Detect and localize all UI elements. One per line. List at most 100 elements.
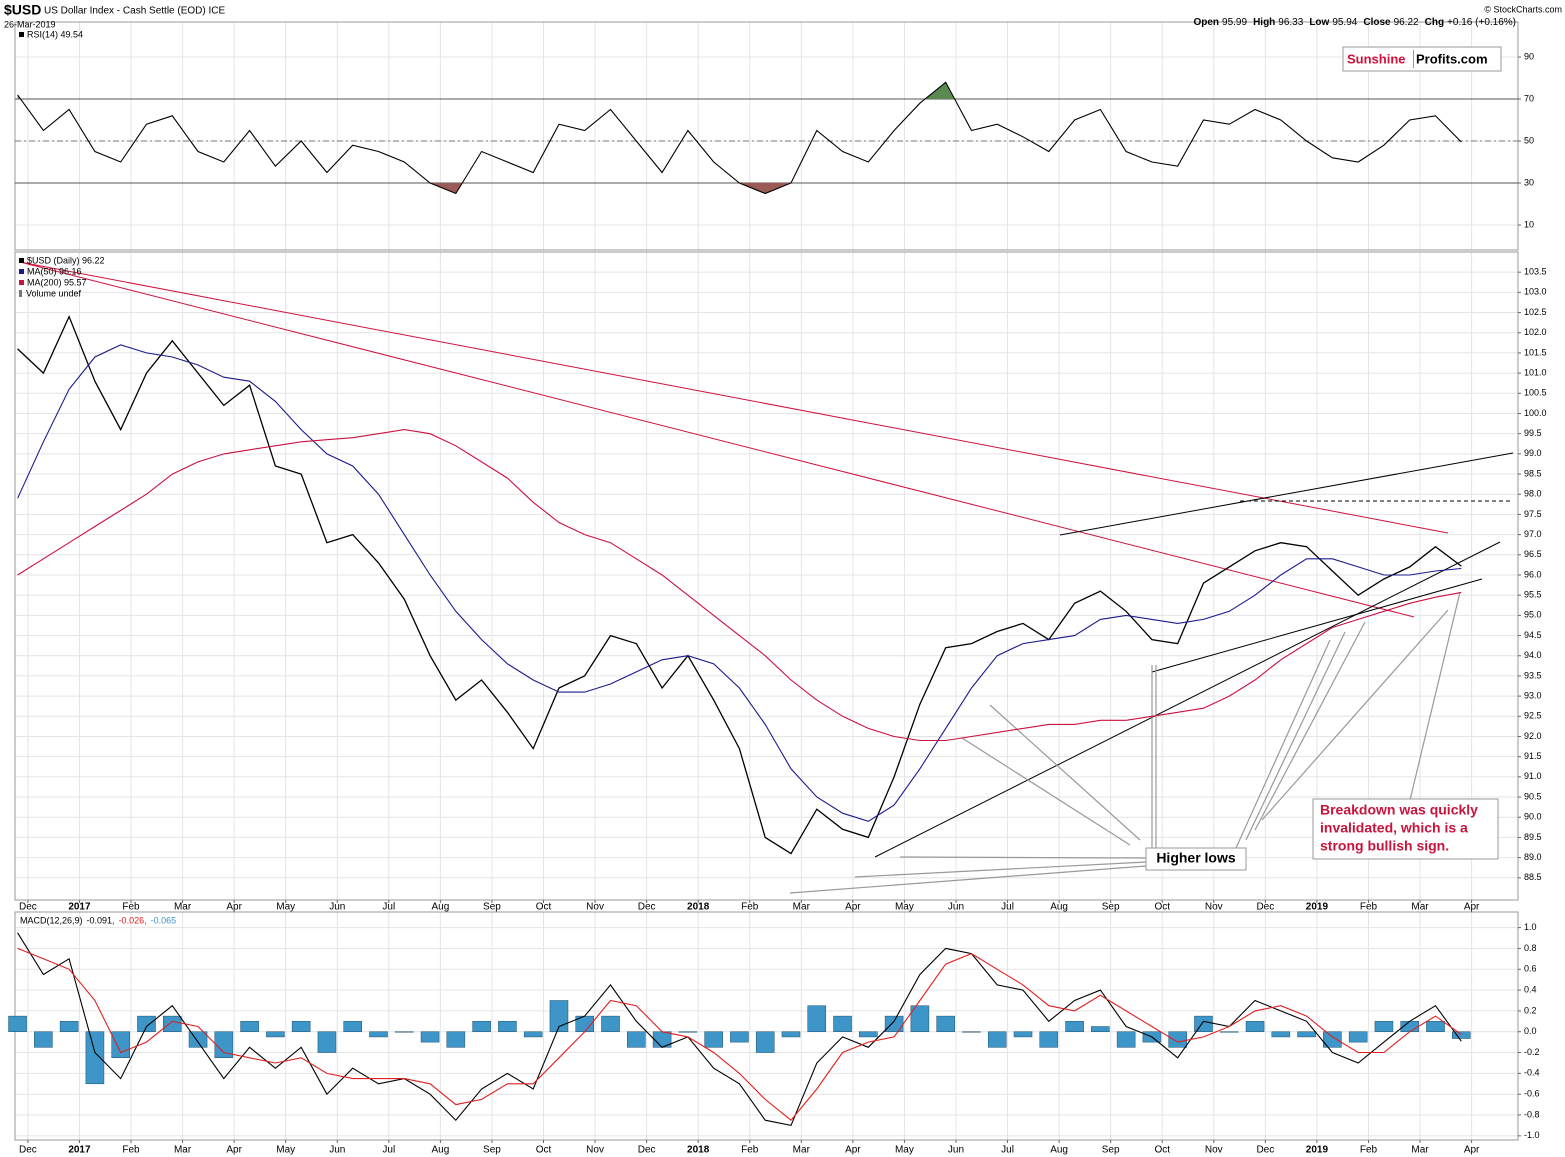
y-tick-label: 102.5 — [1524, 307, 1547, 317]
y-tick-label: 91.0 — [1524, 771, 1542, 781]
quote-label: Low — [1309, 17, 1329, 28]
breakdown-note: Breakdown was quickly — [1320, 802, 1478, 818]
logo-divider — [1413, 50, 1414, 68]
x-tick-label: Dec — [1256, 1145, 1274, 1156]
histogram-bar — [369, 1031, 388, 1038]
quote-value: +0.16 (+0.16%) — [1447, 17, 1516, 28]
instrument-name: US Dollar Index - Cash Settle (EOD) ICE — [44, 6, 225, 17]
x-tick-label: Jul — [1001, 902, 1014, 913]
y-tick-label: 99.5 — [1524, 428, 1542, 438]
x-tick-label: Feb — [741, 902, 759, 913]
x-tick-label: 2017 — [68, 902, 91, 913]
credit: © StockCharts.com — [1484, 4, 1562, 14]
histogram-bar — [884, 1015, 904, 1032]
support-line — [874, 541, 1501, 858]
legend-entry: -0.026, — [119, 915, 147, 925]
x-tick-label: Jun — [329, 902, 345, 913]
histogram-bar — [137, 1015, 156, 1032]
histogram-bar — [420, 1031, 440, 1043]
x-tick-label: Mar — [174, 902, 192, 913]
pointer — [899, 856, 1147, 859]
histogram-bar — [1426, 1021, 1445, 1032]
x-tick-label: May — [895, 902, 914, 913]
volume-icon — [19, 290, 22, 297]
x-tick-label: Feb — [1360, 902, 1378, 913]
histogram-bar — [266, 1031, 285, 1038]
y-tick-label: -1.0 — [1524, 1130, 1540, 1140]
y-tick-label: 100.0 — [1524, 408, 1547, 418]
x-tick-label: 2019 — [1306, 902, 1329, 913]
x-tick-label: 2018 — [687, 1145, 710, 1156]
y-tick-label: 0.2 — [1524, 1005, 1537, 1015]
histogram-bar — [601, 1015, 620, 1032]
pointer — [1245, 631, 1346, 841]
histogram-bar — [34, 1031, 53, 1048]
x-tick-label: Aug — [431, 1145, 449, 1156]
y-tick-label: 0.6 — [1524, 964, 1537, 974]
pointer — [989, 704, 1141, 841]
histogram-bar — [781, 1031, 801, 1038]
histogram-bar — [1323, 1031, 1342, 1048]
x-tick-label: Nov — [586, 902, 604, 913]
histogram-bar — [162, 1015, 182, 1032]
pointer-lines — [789, 591, 1461, 894]
pointer — [1261, 609, 1449, 821]
volume-legend: Volume undef — [26, 288, 82, 298]
quote-value: 95.99 — [1222, 17, 1247, 28]
breakdown-note: strong bullish sign. — [1320, 838, 1449, 854]
x-tick-label: Oct — [536, 1145, 552, 1156]
pointer — [961, 737, 1131, 846]
x-tick-label: Jul — [382, 1145, 395, 1156]
histogram-bar — [343, 1021, 362, 1032]
legend-swatch — [19, 258, 24, 263]
histogram-bar — [755, 1031, 775, 1053]
y-tick-label: 100.5 — [1524, 388, 1547, 398]
histogram-bar — [1348, 1031, 1368, 1043]
legend-title: MACD(12,26,9) — [20, 915, 83, 925]
histogram-bar — [446, 1031, 466, 1048]
support-line — [1151, 578, 1483, 673]
histogram-bar — [1374, 1021, 1394, 1032]
histogram-bar — [833, 1015, 852, 1032]
quote: Open 95.99 High 96.33 Low 95.94 Close 96.22 Chg +… — [1193, 17, 1516, 28]
y-tick-label: -0.6 — [1524, 1089, 1540, 1099]
histogram-bar — [549, 1000, 569, 1032]
y-tick-label: 89.0 — [1524, 852, 1542, 862]
x-tick-label: Jun — [329, 1145, 345, 1156]
y-tick-label: 93.0 — [1524, 690, 1542, 700]
x-tick-label: 2019 — [1306, 1145, 1329, 1156]
x-tick-label: May — [895, 1145, 914, 1156]
y-tick-label: 92.5 — [1524, 711, 1542, 721]
x-tick-label: Apr — [845, 1145, 861, 1156]
y-tick-label: 95.0 — [1524, 610, 1542, 620]
logo-right: Profits.com — [1416, 51, 1488, 66]
x-tick-label: Sep — [483, 1145, 501, 1156]
line-series — [17, 81, 1462, 195]
legend-entry: MA(50) 96.16 — [27, 266, 82, 276]
x-tick-label: Feb — [1360, 1145, 1378, 1156]
histogram-bar — [85, 1031, 105, 1085]
x-tick-label: Dec — [1256, 902, 1274, 913]
y-tick-label: 0.0 — [1524, 1026, 1537, 1036]
histogram-bar — [936, 1015, 955, 1032]
pointer — [1254, 621, 1366, 831]
x-tick-label: Aug — [431, 902, 449, 913]
histogram-bar — [291, 1021, 311, 1032]
x-tick-label: May — [276, 1145, 295, 1156]
x-tick-label: Mar — [793, 902, 811, 913]
x-tick-label: Apr — [226, 902, 242, 913]
x-tick-label: Apr — [845, 902, 861, 913]
y-tick-label: 90.0 — [1524, 812, 1542, 822]
histogram-bar — [704, 1031, 723, 1048]
x-tick-label: Apr — [1464, 902, 1480, 913]
y-tick-label: 97.5 — [1524, 509, 1542, 519]
x-tick-label: Oct — [536, 902, 552, 913]
legend-swatch — [19, 280, 24, 285]
y-tick-label: 94.5 — [1524, 630, 1542, 640]
x-tick-label: Mar — [1411, 902, 1429, 913]
legend-entry: -0.091, — [87, 915, 115, 925]
x-tick-label: Mar — [174, 1145, 192, 1156]
x-tick-label: Jun — [948, 902, 964, 913]
x-tick-label: Nov — [1205, 902, 1223, 913]
